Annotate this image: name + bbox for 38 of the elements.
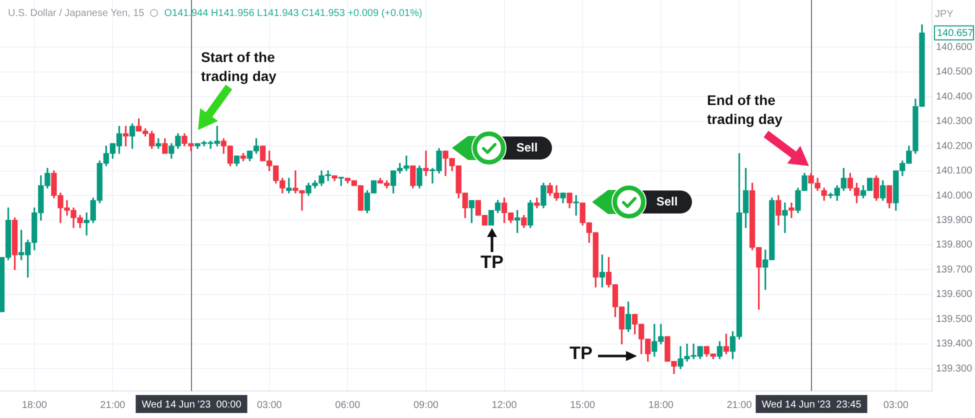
y-tick-label: 139.700 — [936, 264, 973, 276]
y-tick-label: 139.900 — [936, 214, 973, 226]
y-tick-label: 140.100 — [936, 166, 973, 177]
y-tick-label: 140.200 — [936, 140, 973, 152]
candlestick — [788, 202, 794, 218]
y-tick-label: 140.600 — [936, 42, 973, 53]
x-tick-label: 21:00 — [100, 400, 126, 411]
y-tick-label: 140.300 — [936, 116, 973, 128]
annotation: TP — [569, 342, 593, 363]
y-tick-label: 140.500 — [936, 66, 973, 78]
y-tick-label: 139.300 — [936, 363, 973, 374]
y-axis-title: JPY — [935, 8, 954, 20]
x-tick-label: 18:00 — [648, 400, 674, 411]
x-tick-label: 18:00 — [22, 400, 48, 411]
x-tick-label: 12:00 — [492, 400, 518, 411]
ref-line-label: Wed 14 Jun '23 00:00 — [142, 399, 242, 410]
y-tick-label: 139.600 — [936, 289, 973, 300]
x-tick-label: 03:00 — [883, 400, 909, 411]
x-tick-label: 21:00 — [726, 400, 752, 411]
y-tick-label: 139.800 — [936, 240, 973, 251]
annotation: Sell — [516, 140, 538, 154]
ref-line-label: Wed 14 Jun '23 23:45 — [762, 399, 862, 410]
annotation: Start of the trading day — [201, 48, 277, 84]
y-tick-label: 139.500 — [936, 314, 973, 325]
annotation: TP — [480, 252, 504, 272]
annotation: Sell — [656, 194, 678, 208]
y-tick-label: 139.400 — [936, 338, 973, 350]
candlestick — [782, 202, 788, 233]
y-tick-label: 140.400 — [936, 91, 973, 102]
candlestick — [423, 150, 429, 176]
x-tick-label: 06:00 — [335, 400, 361, 411]
annotation: End of the trading day — [707, 92, 783, 127]
x-tick-label: 09:00 — [413, 400, 439, 411]
x-tick-label: 03:00 — [256, 400, 282, 411]
annotation: 140.657 — [937, 28, 974, 40]
text: U.S. Dollar / Japanese Yen, 15 — [8, 8, 144, 19]
y-tick-label: 140.000 — [936, 190, 973, 202]
x-tick-label: 15:00 — [570, 400, 596, 411]
